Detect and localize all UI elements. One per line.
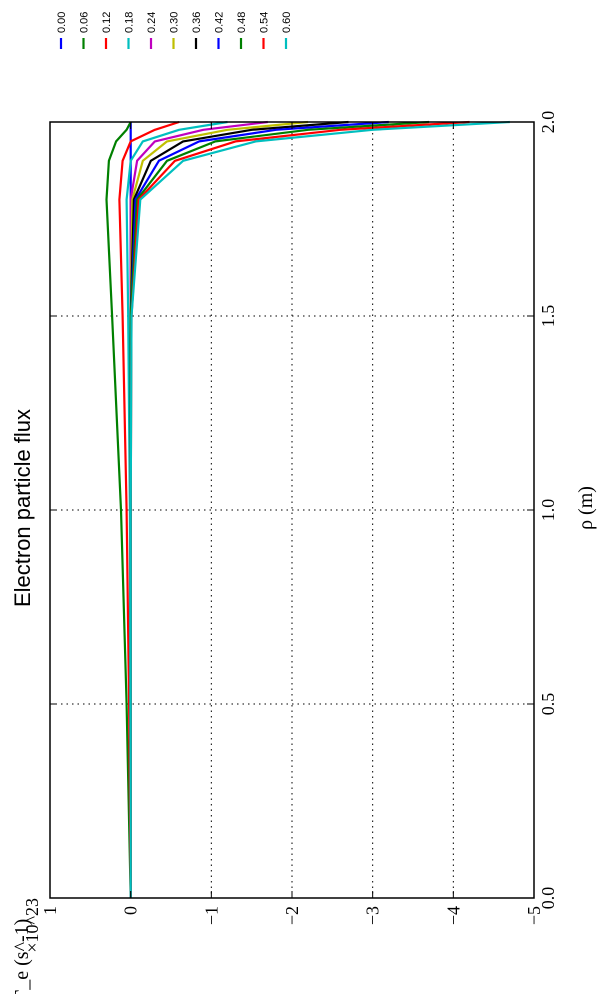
legend-label: 0.00 (56, 12, 68, 33)
legend-label: 0.12 (101, 12, 113, 33)
legend-label: 0.18 (124, 12, 136, 33)
y-axis-label: Γ_e (s^-1) (11, 919, 33, 994)
legend-label: 0.30 (169, 12, 181, 33)
legend-label: 0.48 (236, 12, 248, 33)
series-line-0.36 (129, 120, 349, 898)
x-tick-labels: 0.0 0.5 1.0 1.5 2.0 (538, 111, 558, 910)
x-tick-label: 2.0 (538, 111, 558, 134)
y-tick-labels: 1 0 −1 −2 −3 −4 −5 (40, 906, 544, 925)
y-tick-label: −1 (201, 906, 221, 925)
y-tick-label: 1 (40, 906, 60, 915)
x-tick-label: 0.5 (538, 693, 558, 716)
legend-label: 0.06 (79, 12, 91, 33)
y-multiplier: ×10^23 (22, 898, 42, 953)
x-tick-label: 1.0 (538, 499, 558, 522)
tick-marks (49, 121, 535, 899)
y-tick-label: −2 (282, 906, 302, 925)
grid-lines (50, 122, 534, 898)
legend-label: 0.42 (214, 12, 226, 33)
y-tick-label: −5 (524, 906, 544, 925)
x-axis-label: ρ (m) (575, 486, 597, 530)
legend-label: 0.54 (259, 12, 271, 33)
plot-curves (105, 120, 510, 899)
legend-label: 0.24 (146, 12, 158, 33)
legend-label: 0.36 (191, 12, 203, 33)
series-line-0.60 (129, 120, 510, 898)
y-tick-label: 0 (121, 906, 141, 915)
chart-title: Electron particle flux (10, 409, 35, 607)
y-tick-label: −3 (363, 906, 383, 925)
y-tick-label: −4 (443, 906, 463, 925)
legend-label: 0.60 (281, 12, 293, 33)
series-line-0.06 (105, 121, 132, 899)
legend: 0.00 0.06 0.12 0.18 0.24 0.30 0.36 0.42 0.48 0.54… (56, 12, 293, 49)
x-tick-label: 0.0 (538, 887, 558, 910)
x-tick-label: 1.5 (538, 305, 558, 328)
series-line-0.48 (129, 120, 430, 898)
series-line-0.12 (118, 120, 180, 899)
